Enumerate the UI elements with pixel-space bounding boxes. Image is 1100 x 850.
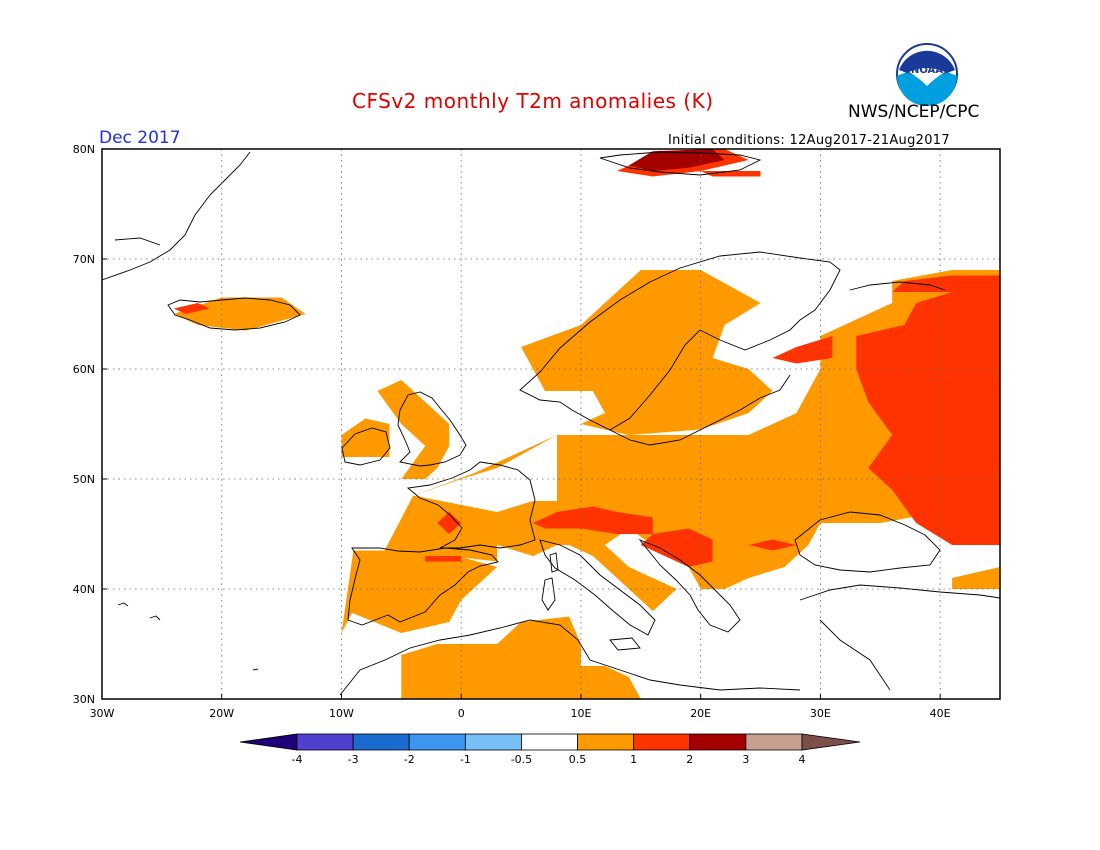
colorbar-label: -0.5 xyxy=(511,753,532,766)
coastlines xyxy=(102,151,1000,696)
colorbar-segment xyxy=(464,733,522,751)
anomaly-region-10 xyxy=(892,275,1000,292)
anomaly-region-2 xyxy=(341,418,390,457)
initial-conditions: Initial conditions: 12Aug2017-21Aug2017 xyxy=(668,133,950,148)
longitude-labels: 30W 20W 10W 0 10E 20E 30E 40E xyxy=(90,694,951,720)
anomaly-region-8 xyxy=(952,567,1000,589)
longitude-tick-label: 20W xyxy=(209,707,234,720)
colorbar-label: -3 xyxy=(348,753,359,766)
anomaly-region-17 xyxy=(173,303,210,314)
noaa-logo-text: NOAA xyxy=(911,65,943,76)
latitude-tick-label: 80N xyxy=(73,143,95,156)
anomaly-region-19 xyxy=(700,171,761,177)
colorbar-label: 3 xyxy=(742,753,749,766)
map-gridlines xyxy=(102,149,1000,699)
forecast-month: Dec 2017 xyxy=(99,128,181,148)
colorbar-label: -4 xyxy=(292,753,303,766)
anomaly-region-11 xyxy=(772,336,833,364)
colorbar: -4 -3 -2 -1 -0.5 0.5 1 2 3 4 xyxy=(239,733,861,766)
anomaly-region-13 xyxy=(640,528,713,567)
longitude-tick-label: 10W xyxy=(329,707,354,720)
anomaly-region-1 xyxy=(377,380,450,479)
anomaly-region-16 xyxy=(748,539,797,551)
latitude-tick-label: 40N xyxy=(73,583,95,596)
map-title: CFSv2 monthly T2m anomalies (K) xyxy=(352,89,714,113)
colorbar-label: 1 xyxy=(630,753,637,766)
anomaly-region-5 xyxy=(401,616,641,699)
map-frame xyxy=(101,148,1001,700)
anomaly-regions xyxy=(173,149,1000,699)
colorbar-label: 0.5 xyxy=(569,753,587,766)
latitude-tick-label: 30N xyxy=(73,693,95,706)
agency-label: NWS/NCEP/CPC xyxy=(848,102,980,122)
anomaly-region-14 xyxy=(437,512,462,534)
anomaly-region-3 xyxy=(173,297,306,331)
colorbar-segment xyxy=(577,733,635,751)
longitude-tick-label: 30W xyxy=(90,707,115,720)
latitude-tick-label: 60N xyxy=(73,363,95,376)
noaa-logo: NOAA xyxy=(895,42,959,110)
anomaly-region-7 xyxy=(569,545,677,611)
anomaly-region-15 xyxy=(425,556,462,562)
latitude-labels: 30N 40N 50N 60N 70N 80N xyxy=(73,143,107,706)
colorbar-segment xyxy=(296,733,354,751)
colorbar-arrow-low xyxy=(239,733,298,751)
colorbar-label: -1 xyxy=(460,753,471,766)
colorbar-label: 4 xyxy=(799,753,806,766)
longitude-tick-label: 20E xyxy=(690,707,711,720)
colorbar-segment xyxy=(521,733,578,751)
latitude-tick-label: 70N xyxy=(73,253,95,266)
longitude-tick-label: 30E xyxy=(810,707,831,720)
longitude-tick-label: 40E xyxy=(930,707,951,720)
longitude-tick-label: 0 xyxy=(458,707,465,720)
colorbar-label: -2 xyxy=(404,753,415,766)
anomaly-region-9 xyxy=(856,292,1000,545)
colorbar-segment xyxy=(689,733,747,751)
anomaly-region-0 xyxy=(341,270,773,633)
colorbar-arrow-high xyxy=(801,733,861,751)
colorbar-label: 2 xyxy=(686,753,693,766)
anomaly-region-4 xyxy=(347,550,498,633)
longitude-tick-label: 10E xyxy=(570,707,591,720)
colorbar-segment xyxy=(633,733,691,751)
colorbar-segment xyxy=(745,733,803,751)
latitude-tick-label: 50N xyxy=(73,473,95,486)
colorbar-segment xyxy=(408,733,466,751)
colorbar-segment xyxy=(352,733,410,751)
anomaly-region-12 xyxy=(533,506,653,534)
